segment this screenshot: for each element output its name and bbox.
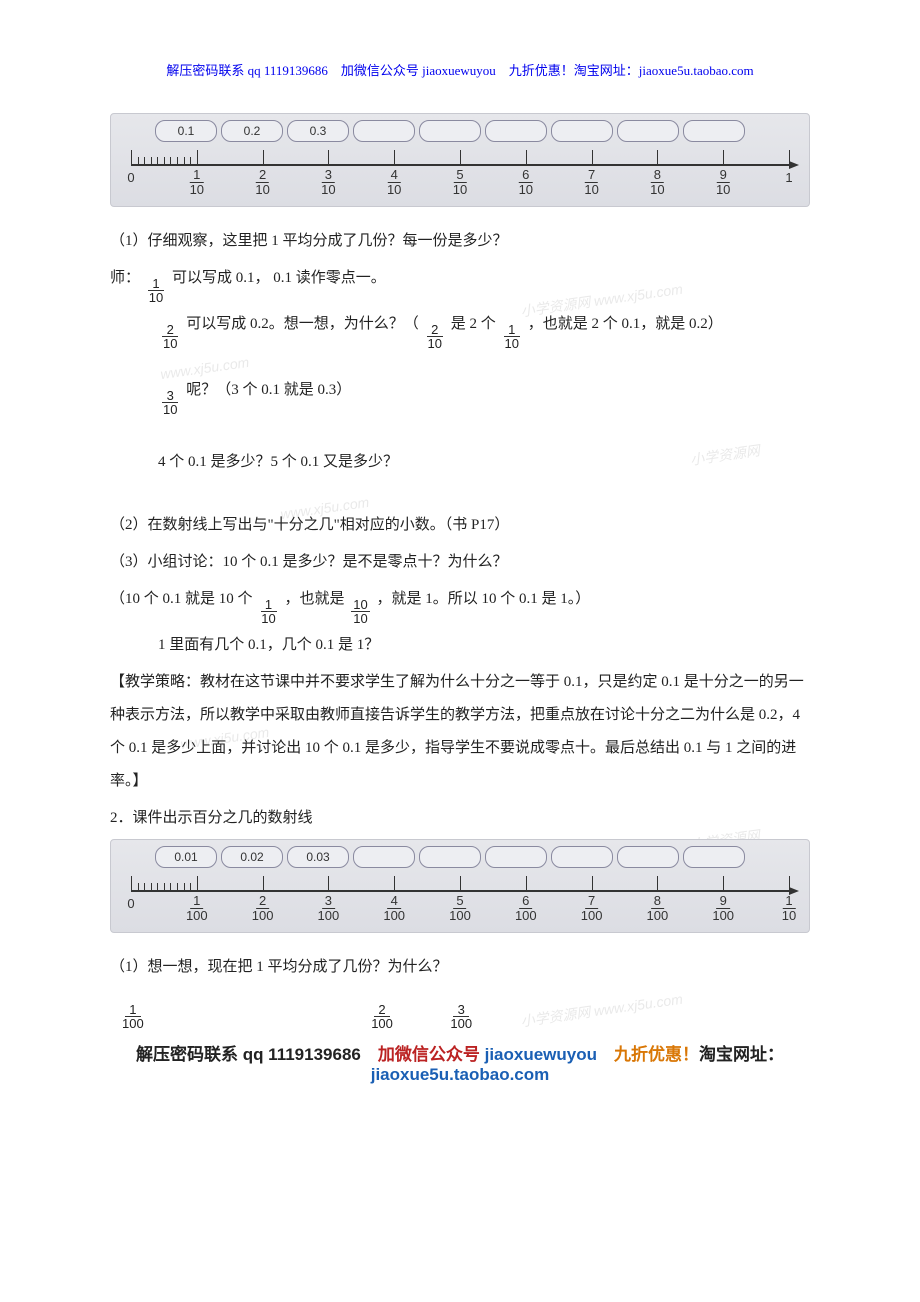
oval-label [683,120,745,142]
oval-label: 0.01 [155,846,217,868]
paragraph: 1100 2100 3100 [110,988,810,1030]
paragraph: 1 里面有几个 0.1，几个 0.1 是 1？ [110,629,810,662]
tick-labels: 01102103104105106107108109101 [131,166,789,196]
document-page: 解压密码联系 qq 1119139686 加微信公众号 jiaoxuewuyou… [0,0,920,1145]
paragraph: 2．课件出示百分之几的数射线 [110,802,810,835]
footer-text: 解压密码联系 qq 1119139686 [136,1045,378,1064]
text: 师： [110,270,140,286]
paragraph: （1）想一想，现在把 1 平均分成了几份？为什么？ [110,951,810,984]
footer-link[interactable]: jiaoxue5u.taobao.com [371,1065,550,1084]
footer-text: 加微信公众号 [378,1045,485,1064]
oval-row: 0.01 0.02 0.03 [155,846,801,868]
page-footer: 解压密码联系 qq 1119139686 加微信公众号 jiaoxuewuyou… [110,1034,810,1105]
tick-labels: 0110021003100410051006100710081009100110 [131,892,789,922]
paragraph: 师： 110 可以写成 0.1， 0.1 读作零点一。 [110,262,810,304]
paragraph: 210 可以写成 0.2。想一想，为什么？（ 210 是 2 个 110 ，也就… [110,308,810,350]
oval-label [353,846,415,868]
body-text: （1）仔细观察，这里把 1 平均分成了几份？每一份是多少？ 师： 110 可以写… [110,225,810,835]
oval-label [353,120,415,142]
fraction: 2100 [369,1003,395,1030]
oval-label: 0.3 [287,120,349,142]
oval-label [551,846,613,868]
fraction: 110 [259,598,277,625]
oval-label [551,120,613,142]
oval-label [617,846,679,868]
text: 呢？（3 个 0.1 就是 0.3） [186,382,351,398]
footer-text: jiaoxuewuyou [485,1045,597,1064]
fraction: 3100 [448,1003,474,1030]
oval-label [485,846,547,868]
paragraph: （1）仔细观察，这里把 1 平均分成了几份？每一份是多少？ [110,225,810,258]
oval-label [683,846,745,868]
footer-text: 九折优惠！ [597,1045,699,1064]
text: ，也就是 2 个 0.1，就是 0.2） [528,316,723,332]
paragraph: （10 个 0.1 就是 10 个 110 ，也就是 1010 ，就是 1。所以… [110,583,810,625]
strategy-note: 【教学策略：教材在这节课中并不要求学生了解为什么十分之一等于 0.1，只是约定 … [110,666,810,798]
oval-label: 0.02 [221,846,283,868]
text: （10 个 0.1 就是 10 个 [110,591,253,607]
numberline-tenths: 0.1 0.2 0.3 0110210310410510610710810910… [110,113,810,207]
oval-row: 0.1 0.2 0.3 [155,120,801,142]
text: 可以写成 0.2。想一想，为什么？（ [186,316,419,332]
text: ，就是 1。所以 10 个 0.1 是 1。） [376,591,590,607]
fraction: 1100 [120,1003,146,1030]
fraction: 210 [161,323,179,350]
oval-label [485,120,547,142]
ruler [131,872,789,892]
fraction: 110 [502,323,520,350]
text: ，也就是 [284,591,348,607]
fraction: 210 [425,323,443,350]
paragraph: （3）小组讨论：10 个 0.1 是多少？是不是零点十？为什么？ [110,546,810,579]
oval-label: 0.03 [287,846,349,868]
paragraph: （2）在数射线上写出与"十分之几"相对应的小数。（书 P17） [110,509,810,542]
oval-label [419,846,481,868]
oval-label [617,120,679,142]
text: 是 2 个 [451,316,496,332]
oval-label: 0.1 [155,120,217,142]
fraction: 110 [147,277,165,304]
oval-label: 0.2 [221,120,283,142]
paragraph: 4 个 0.1 是多少？5 个 0.1 又是多少？ [110,446,810,479]
body-text: （1）想一想，现在把 1 平均分成了几份？为什么？ 1100 2100 3100 [110,951,810,1030]
footer-text: 淘宝网址： [699,1045,784,1064]
header-text: 解压密码联系 qq 1119139686 加微信公众号 jiaoxuewuyou… [166,63,753,78]
top-header: 解压密码联系 qq 1119139686 加微信公众号 jiaoxuewuyou… [110,0,810,109]
ruler [131,146,789,166]
fraction: 1010 [351,598,369,625]
arrow-icon [789,161,799,169]
fraction: 310 [161,389,179,416]
text: 可以写成 0.1， 0.1 读作零点一。 [172,270,386,286]
oval-label [419,120,481,142]
numberline-hundredths: 0.01 0.02 0.03 0110021003100410051006100… [110,839,810,933]
paragraph: 310 呢？（3 个 0.1 就是 0.3） [110,374,810,416]
